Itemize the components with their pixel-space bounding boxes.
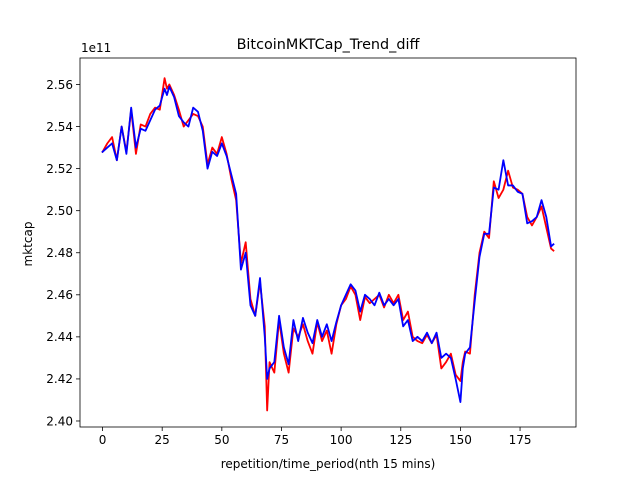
y-offset-label: 1e11 [81,41,111,55]
y-tick-label: 2.52 [46,162,73,176]
x-tick-label: 150 [449,433,472,447]
y-tick-label: 2.56 [46,78,73,92]
y-tick-label: 2.50 [46,204,73,218]
series-layer [101,77,555,412]
x-axis-label: repetition/time_period(nth 15 mins) [221,457,436,471]
y-tick-label: 2.46 [46,288,73,302]
y-tick-label: 2.40 [46,414,73,428]
x-tick-label: 125 [389,433,412,447]
series-line-2 [101,85,555,403]
y-tick-label: 2.42 [46,372,73,386]
axes-layer: 0 25 50 75 100 125 150 175 2.40 2.42 2.44 2.46 2.48 2… [46,57,577,447]
y-axis-label: mktcap [21,222,35,267]
y-tick-label: 2.44 [46,330,73,344]
x-tick-label: 0 [99,433,107,447]
x-tick-label: 100 [330,433,353,447]
chart-title: BitcoinMKTCap_Trend_diff [237,37,421,53]
x-tick-label: 175 [509,433,532,447]
x-tick-label: 25 [155,433,170,447]
x-tick-label: 50 [214,433,229,447]
y-tick-label: 2.48 [46,246,73,260]
y-tick-label: 2.54 [46,120,73,134]
plot-frame [79,57,577,428]
x-tick-label: 75 [274,433,289,447]
